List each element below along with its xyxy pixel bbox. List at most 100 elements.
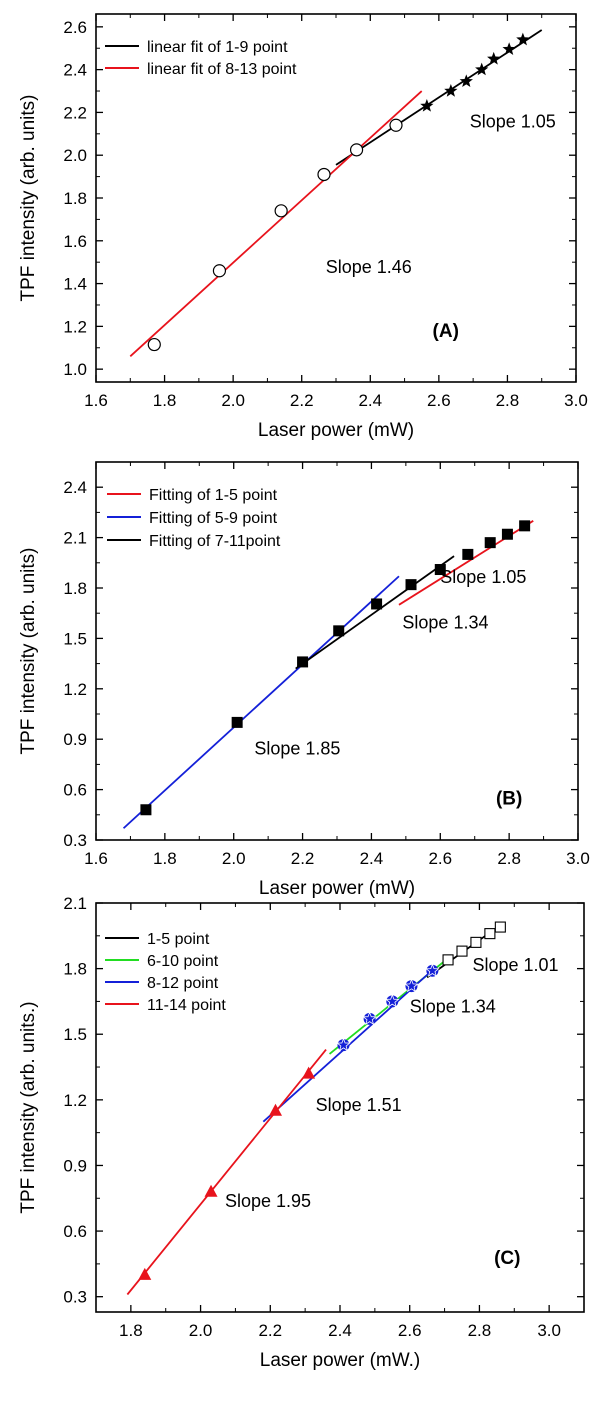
plot-area [126, 921, 506, 1296]
legend-label: Fitting of 5-9 point [149, 510, 278, 527]
x-tick-label: 1.8 [153, 391, 177, 410]
legend-label: 11-14 point [147, 997, 226, 1014]
fit-line-2-2 [122, 575, 400, 829]
data-point-1-3-2 [212, 264, 227, 278]
data-point-3-7-1 [138, 1267, 152, 1280]
y-tick-label: 0.6 [63, 1222, 87, 1241]
data-point-3-6-2 [362, 1011, 377, 1026]
x-tick-label: 2.0 [221, 391, 245, 410]
data-point-3-6-5 [425, 963, 440, 977]
y-axis-title: TPF intensity (arb. units) [18, 548, 39, 755]
legend: linear fit of 1-9 point linear fit of 8-1… [105, 39, 297, 78]
data-point-1-3-3 [274, 204, 288, 218]
legend-label: linear fit of 1-9 point [147, 39, 288, 56]
data-point-3-7-3 [269, 1103, 283, 1116]
data-point-1-3-4 [317, 167, 331, 182]
y-tick-label: 2.0 [63, 146, 87, 165]
legend-label: Fitting of 1-5 point [149, 487, 278, 504]
chart-panel-1: 1.6 1.8 2.0 2.2 2.4 2.6 2.8 3.0 1.0 1.2 1.4 1.6 1.8 2… [18, 13, 588, 441]
y-tick-label: 1.5 [63, 629, 87, 648]
data-point-2-4-8 [462, 548, 474, 560]
x-tick-label: 2.6 [428, 849, 452, 868]
data-point-3-5-2 [456, 945, 468, 957]
slope-annotation: Slope 1.34 [410, 996, 496, 1016]
y-tick-label: 0.9 [63, 1156, 87, 1175]
data-point-2-4-10 [501, 528, 513, 540]
data-point-3-6-3 [385, 993, 400, 1008]
y-axis-title: TPF intensity (arb. units) [18, 95, 39, 302]
data-point-3-5-3 [470, 936, 482, 948]
legend-label: linear fit of 8-13 point [147, 61, 297, 78]
data-point-3-6-3-star [385, 993, 400, 1008]
data-point-1-3-1 [147, 337, 161, 352]
x-tick-label: 3.0 [537, 1321, 561, 1340]
y-tick-label: 0.3 [63, 831, 87, 850]
x-tick-label: 2.8 [497, 849, 521, 868]
y-axis-title: TPF intensity (arb. units.) [18, 1001, 39, 1213]
slope-annotation: Slope 1.51 [316, 1095, 402, 1115]
x-tick-label: 1.8 [153, 849, 177, 868]
slope-annotation: Slope 1.46 [326, 257, 412, 277]
x-tick-label: 1.6 [84, 391, 108, 410]
data-point-3-7-2 [204, 1184, 218, 1197]
slope-annotation: Slope 1.85 [254, 738, 340, 758]
slope-annotation: Slope 1.95 [225, 1191, 311, 1211]
x-tick-label: 2.4 [328, 1321, 352, 1340]
x-axis-title: Laser power (mW) [258, 420, 414, 441]
x-tick-label: 3.0 [566, 849, 590, 868]
y-tick-label: 2.6 [63, 18, 87, 37]
data-point-2-4-4 [333, 625, 345, 637]
x-tick-label: 2.0 [189, 1321, 213, 1340]
legend: 1-5 point 6-10 point 8-12 point 11-14 point [105, 931, 226, 1014]
x-axis-title: Laser power (mW.) [260, 1350, 420, 1371]
data-point-3-6-2-star [362, 1011, 377, 1026]
fit-line-2-3 [295, 555, 455, 670]
y-tick-label: 1.0 [63, 360, 87, 379]
data-point-3-6-1 [336, 1037, 351, 1052]
y-tick-label: 2.1 [63, 894, 87, 913]
data-point-1-4-1 [420, 99, 434, 112]
data-point-3-6-1-star [336, 1037, 351, 1052]
data-point-3-6-4-star [404, 978, 419, 993]
x-tick-label: 1.8 [119, 1321, 143, 1340]
y-tick-label: 1.8 [63, 960, 87, 979]
legend: Fitting of 1-5 point Fitting of 5-9 point… [107, 487, 281, 550]
y-tick-label: 2.1 [63, 529, 87, 548]
x-tick-label: 2.0 [222, 849, 246, 868]
x-tick-label: 2.4 [360, 849, 384, 868]
slope-annotation: Slope 1.01 [472, 955, 558, 975]
panel-label: (B) [496, 789, 522, 810]
x-tick-label: 2.6 [398, 1321, 422, 1340]
fit-line-2-1 [398, 520, 534, 606]
data-point-3-6-4 [404, 978, 419, 993]
y-tick-label: 2.4 [63, 478, 87, 497]
legend-label: 1-5 point [147, 931, 210, 948]
y-tick-label: 1.2 [63, 680, 87, 699]
data-point-3-5-4 [484, 928, 496, 940]
y-tick-label: 2.2 [63, 103, 87, 122]
y-tick-label: 0.3 [63, 1288, 87, 1307]
legend-label: Fitting of 7-11point [149, 533, 281, 550]
data-point-1-4-4 [475, 62, 489, 76]
x-tick-label: 2.6 [427, 391, 451, 410]
y-tick-label: 1.8 [63, 189, 87, 208]
x-tick-label: 2.8 [468, 1321, 492, 1340]
data-point-2-4-7 [434, 564, 446, 576]
y-tick-label: 2.4 [63, 61, 87, 80]
y-tick-label: 1.4 [63, 275, 87, 294]
data-point-1-4-2 [444, 84, 458, 97]
plot-area [122, 520, 534, 829]
data-point-2-4-1 [140, 804, 152, 816]
data-point-1-3-5 [349, 143, 364, 157]
fit-line-3-4 [126, 1048, 327, 1296]
y-tick-label: 1.2 [63, 1091, 87, 1110]
data-point-2-4-3 [297, 656, 309, 668]
chart-panel-3: 1.8 2.0 2.2 2.4 2.6 2.8 3.0 0.3 0.6 0.9 1.2 1.5 1.8 2… [18, 894, 585, 1371]
chart-panel-2: 1.6 1.8 2.0 2.2 2.4 2.6 2.8 3.0 0.3 0.6 0.9 1.2 1.5 1… [18, 461, 590, 899]
data-point-2-4-9 [484, 537, 496, 549]
legend-label: 8-12 point [147, 975, 219, 992]
plot-area [129, 29, 543, 357]
data-point-1-4-3 [459, 74, 473, 88]
x-tick-label: 1.6 [84, 849, 108, 868]
